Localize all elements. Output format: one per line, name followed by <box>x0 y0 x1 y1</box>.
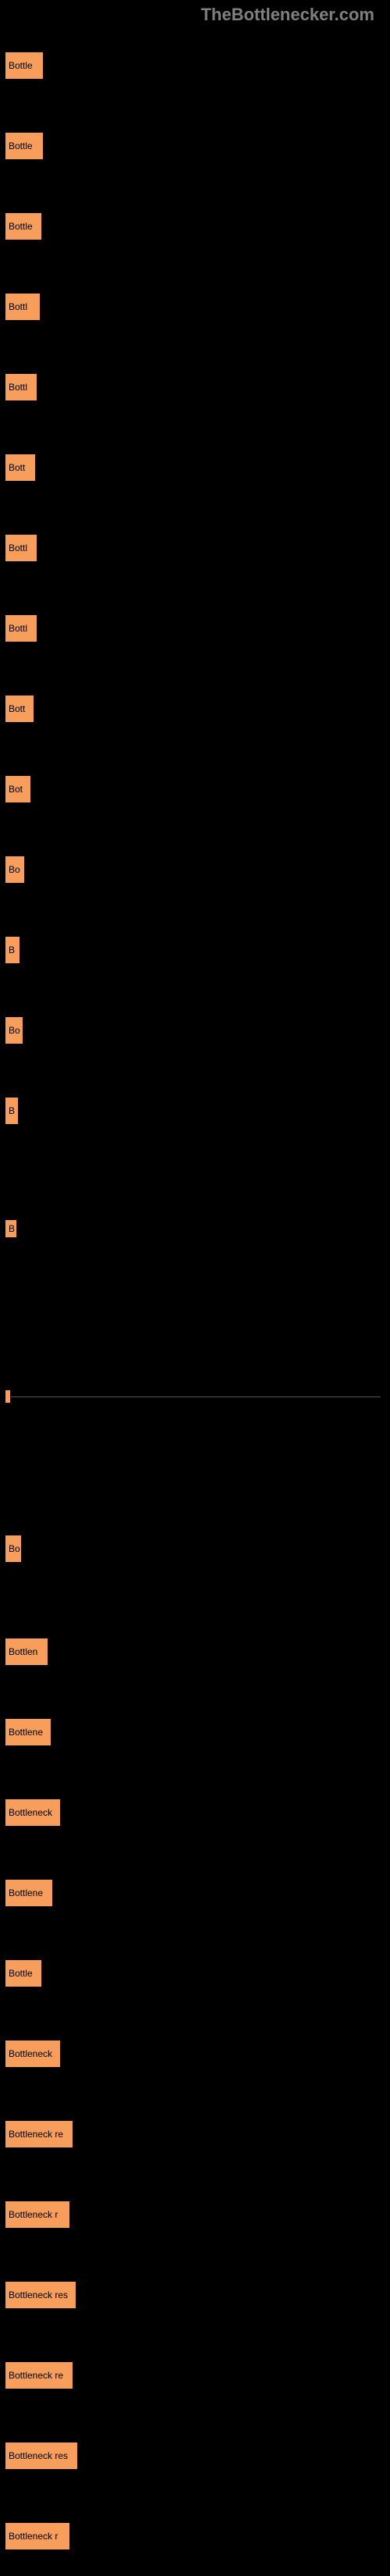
bar-label: Bottleneck res <box>5 2450 68 2461</box>
bar-label: Bottle <box>5 1968 33 1979</box>
bar: B <box>5 1219 17 1238</box>
bar: Bott <box>5 695 34 723</box>
bar-label: Bottle <box>5 60 33 71</box>
bar-label: Bott <box>5 462 25 473</box>
chart-row: Bottl <box>5 347 385 427</box>
chart-row: Bottlene <box>5 1852 385 1933</box>
chart-row: Bottleneck res <box>5 2254 385 2335</box>
bar-label: Bottlene <box>5 1888 43 1898</box>
bar: Bottl <box>5 293 41 321</box>
chart-row: Bott <box>5 668 385 749</box>
chart-row: Bo <box>5 990 385 1070</box>
bar: Bo <box>5 856 25 884</box>
chart-row: Bottl <box>5 507 385 588</box>
bar-label: Bottle <box>5 221 33 232</box>
chart-row: Bottleneck re <box>5 2094 385 2174</box>
chart-row: Bottleneck re <box>5 2335 385 2415</box>
bar-label: Bottleneck <box>5 1807 52 1818</box>
bar: Bo <box>5 1535 22 1563</box>
chart-row: Bottleneck r <box>5 2496 385 2576</box>
bar: Bottleneck <box>5 1799 61 1827</box>
chart-row: Bott <box>5 427 385 507</box>
bar-label: Bo <box>5 864 20 875</box>
chart-row: Bottleneck <box>5 2013 385 2094</box>
chart-row: Bottl <box>5 266 385 347</box>
bar: Bottle <box>5 52 44 80</box>
bar: Bottleneck re <box>5 2120 73 2148</box>
bar-label: Bottlene <box>5 1727 43 1738</box>
bar: Bottlen <box>5 1638 48 1666</box>
chart-row: B <box>5 1151 385 1307</box>
bar: Bottle <box>5 1959 42 1987</box>
bar-label: B <box>5 1105 15 1116</box>
bar: Bottleneck res <box>5 2281 76 2309</box>
chart-plot-area: Bottle Bottle Bottle Bottl Bottl Bott Bottl Bot… <box>5 25 385 2576</box>
bar-label: Bottl <box>5 382 27 393</box>
bar: B <box>5 936 20 964</box>
bar: Bottle <box>5 132 44 160</box>
bar: B <box>5 1097 19 1125</box>
bar-chart: Bottle Bottle Bottle Bottl Bottl Bott Bottl Bot… <box>0 25 390 2576</box>
bar-label: Bottleneck re <box>5 2129 63 2140</box>
bar-label: B <box>5 945 15 955</box>
bar: Bottleneck <box>5 2040 61 2068</box>
bar-label: Bottleneck r <box>5 2209 58 2220</box>
bar: Bottleneck r <box>5 2522 70 2550</box>
chart-row: Bo <box>5 1486 385 1611</box>
bar: Bottleneck r <box>5 2201 70 2229</box>
bar-label: Bo <box>5 1025 20 1036</box>
chart-row: Bottleneck res <box>5 2415 385 2496</box>
chart-row: Bot <box>5 749 385 829</box>
bar: Bottlene <box>5 1879 53 1907</box>
bar: Bottl <box>5 373 37 401</box>
chart-row: Bottle <box>5 186 385 266</box>
bar-label: Bo <box>5 1543 20 1554</box>
chart-row: Bottleneck r <box>5 2174 385 2254</box>
bar-label: Bottlen <box>5 1646 37 1657</box>
bar-label: Bottl <box>5 543 27 553</box>
bar-label: Bottleneck r <box>5 2531 58 2542</box>
bar: Bottl <box>5 614 37 642</box>
bar-label: Bottl <box>5 623 27 634</box>
chart-row <box>5 1307 385 1486</box>
bar: Bo <box>5 1016 23 1044</box>
chart-row: Bottle <box>5 1933 385 2013</box>
site-header: TheBottlenecker.com <box>0 0 390 25</box>
bar-label: Bottle <box>5 141 33 151</box>
chart-row: Bo <box>5 829 385 909</box>
chart-row: Bottl <box>5 588 385 668</box>
bar-label: Bottl <box>5 301 27 312</box>
bar-label: Bottleneck re <box>5 2370 63 2381</box>
chart-row: Bottlen <box>5 1611 385 1692</box>
bar: Bottleneck re <box>5 2361 73 2389</box>
bar: Bottle <box>5 212 42 240</box>
chart-row: Bottlene <box>5 1692 385 1772</box>
bar: Bottl <box>5 534 37 562</box>
chart-row: B <box>5 1070 385 1151</box>
chart-row: Bottle <box>5 105 385 186</box>
bar: Bottlene <box>5 1718 51 1746</box>
bar-label: Bottleneck <box>5 2048 52 2059</box>
chart-row: Bottleneck <box>5 1772 385 1852</box>
bar-label: Bott <box>5 703 25 714</box>
bar-label: B <box>5 1223 15 1234</box>
bar: Bottleneck res <box>5 2442 78 2470</box>
bar: Bot <box>5 775 31 803</box>
chart-row: Bottle <box>5 25 385 105</box>
bar-label: Bottleneck res <box>5 2290 68 2300</box>
bar-label: Bot <box>5 784 23 795</box>
bar <box>5 1389 11 1404</box>
chart-row: B <box>5 909 385 990</box>
bar: Bott <box>5 454 36 482</box>
